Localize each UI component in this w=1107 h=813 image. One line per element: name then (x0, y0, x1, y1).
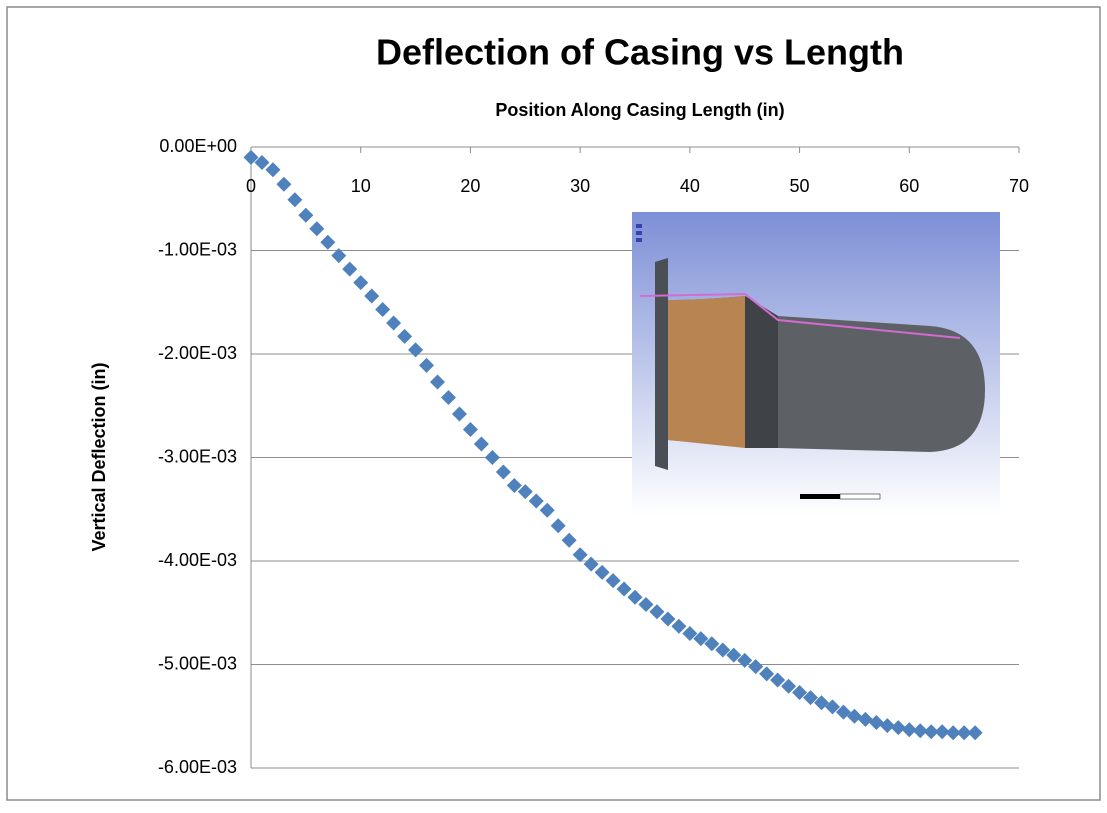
x-tick-label: 60 (899, 176, 919, 196)
chart: Deflection of Casing vs Length Position … (0, 0, 1107, 808)
x-tick-label: 40 (680, 176, 700, 196)
inset-legend-swatch (636, 231, 642, 235)
inset-casing-step (745, 296, 778, 448)
y-tick-label: -3.00E-03 (158, 446, 237, 466)
page: Deflection of Casing vs Length Position … (0, 0, 1107, 813)
inset-legend-swatch (636, 238, 642, 242)
inset-casing-section (668, 296, 745, 448)
inset-legend-swatch (636, 224, 642, 228)
inset-flange (655, 258, 668, 470)
inset-scale-bar (840, 494, 880, 499)
y-tick-label: -4.00E-03 (158, 550, 237, 570)
y-tick-label: -6.00E-03 (158, 757, 237, 777)
y-tick-label: 0.00E+00 (159, 136, 237, 156)
y-axis-title: Vertical Deflection (in) (89, 362, 109, 551)
x-tick-label: 50 (790, 176, 810, 196)
inset-image (632, 212, 1000, 516)
y-tick-label: -1.00E-03 (158, 239, 237, 259)
x-tick-label: 20 (460, 176, 480, 196)
x-tick-label: 70 (1009, 176, 1029, 196)
x-axis-title: Position Along Casing Length (in) (495, 100, 784, 120)
x-tick-label: 0 (246, 176, 256, 196)
y-tick-label: -2.00E-03 (158, 343, 237, 363)
y-tick-label: -5.00E-03 (158, 653, 237, 673)
x-tick-label: 30 (570, 176, 590, 196)
chart-title: Deflection of Casing vs Length (376, 32, 904, 73)
x-tick-label: 10 (351, 176, 371, 196)
